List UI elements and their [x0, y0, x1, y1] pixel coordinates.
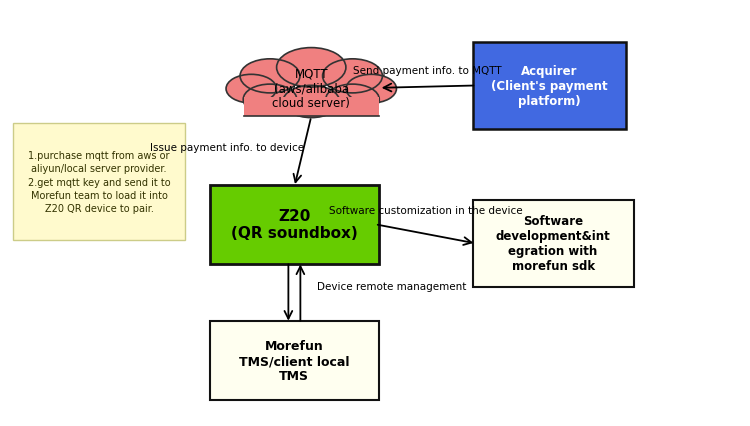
Text: MQTT
(aws/alibaba
cloud server): MQTT (aws/alibaba cloud server) [272, 67, 350, 110]
Ellipse shape [226, 75, 277, 104]
Text: Software customization in the device: Software customization in the device [328, 205, 523, 215]
Text: 1.purchase mqtt from aws or
aliyun/local server provider.
2.get mqtt key and sen: 1.purchase mqtt from aws or aliyun/local… [28, 151, 170, 213]
FancyBboxPatch shape [244, 98, 379, 117]
Ellipse shape [322, 60, 382, 94]
Text: Send payment info. to MQTT: Send payment info. to MQTT [353, 66, 502, 75]
Text: Morefun
TMS/client local
TMS: Morefun TMS/client local TMS [239, 340, 350, 383]
Text: Z20
(QR soundbox): Z20 (QR soundbox) [231, 209, 358, 241]
FancyBboxPatch shape [210, 185, 379, 264]
Ellipse shape [277, 49, 346, 88]
Text: Device remote management: Device remote management [316, 282, 466, 291]
Ellipse shape [326, 85, 380, 115]
Text: Acquirer
(Client's payment
platform): Acquirer (Client's payment platform) [491, 65, 608, 108]
FancyBboxPatch shape [472, 43, 626, 130]
Text: Software
development&int
egration with
morefun sdk: Software development&int egration with m… [496, 215, 610, 273]
Text: Issue payment info. to device: Issue payment info. to device [149, 143, 304, 153]
Ellipse shape [346, 75, 397, 104]
FancyBboxPatch shape [13, 124, 185, 241]
FancyBboxPatch shape [472, 200, 634, 288]
Ellipse shape [283, 86, 340, 118]
Ellipse shape [243, 85, 297, 115]
Ellipse shape [240, 60, 300, 94]
FancyBboxPatch shape [210, 322, 379, 400]
